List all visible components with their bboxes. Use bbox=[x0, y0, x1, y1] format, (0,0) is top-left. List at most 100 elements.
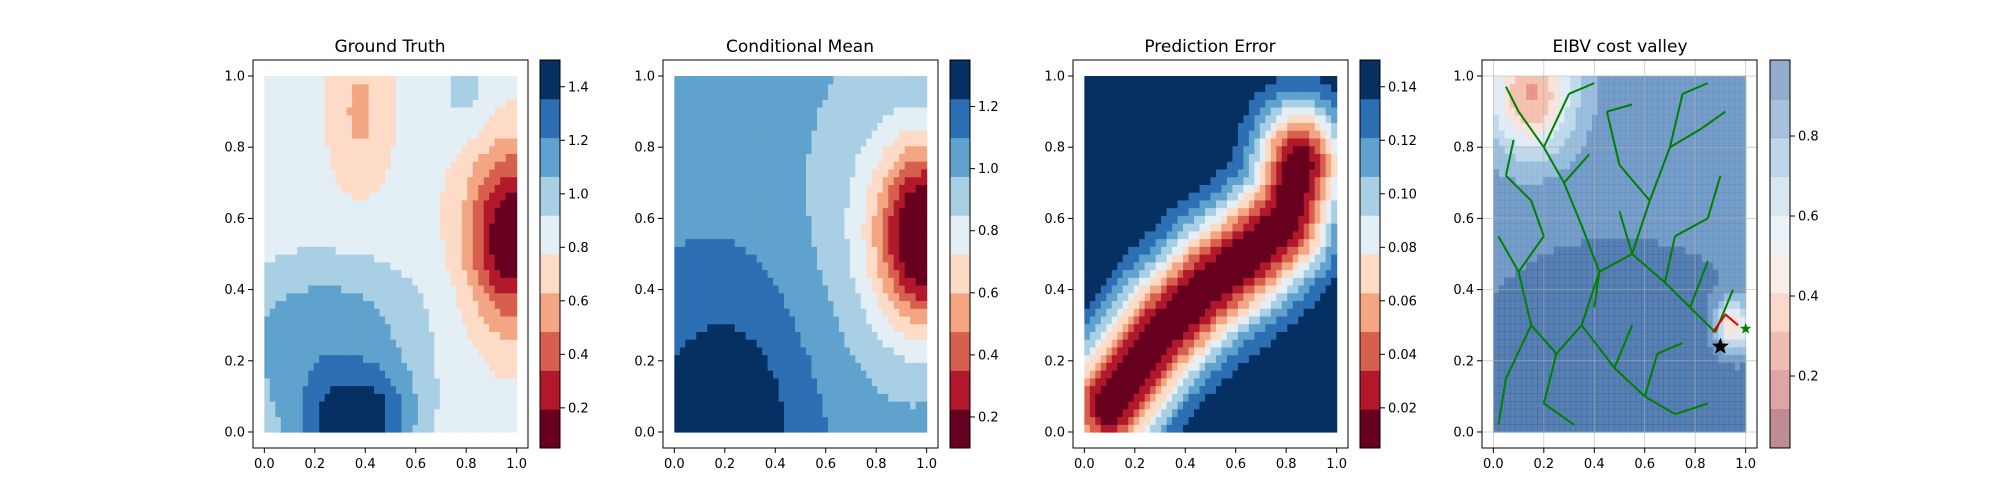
heatmap-cell bbox=[505, 145, 512, 154]
conditional-mean-panel: Conditional Mean 0.0 0.2 0.4 0.6 0.8 1.00.00.… bbox=[634, 37, 998, 472]
heatmap-cell bbox=[784, 137, 791, 147]
heatmap-cell bbox=[734, 277, 741, 286]
heatmap-cell bbox=[341, 192, 348, 201]
heatmap-cell bbox=[921, 230, 928, 240]
heatmap-cell bbox=[756, 91, 763, 100]
heatmap-cell bbox=[1122, 408, 1129, 418]
heatmap-cell bbox=[718, 269, 725, 278]
heatmap-cell bbox=[308, 223, 315, 232]
heatmap-cell bbox=[1089, 362, 1096, 371]
heatmap-cell bbox=[1150, 207, 1157, 216]
heatmap-cell bbox=[915, 137, 922, 147]
heatmap-cell bbox=[412, 223, 419, 232]
heatmap-cell bbox=[795, 83, 802, 93]
heatmap-cell bbox=[439, 207, 446, 216]
heatmap-cell bbox=[264, 246, 271, 255]
heatmap-cell bbox=[346, 416, 353, 425]
heatmap-cell bbox=[767, 99, 774, 108]
heatmap-cell bbox=[489, 284, 496, 294]
heatmap-cell bbox=[696, 99, 703, 108]
heatmap-cell bbox=[275, 106, 282, 116]
heatmap-cell bbox=[1106, 161, 1113, 170]
heatmap-cell bbox=[745, 323, 752, 332]
heatmap-cell bbox=[456, 254, 463, 263]
heatmap-cell bbox=[893, 354, 900, 363]
heatmap-cell bbox=[511, 308, 518, 317]
heatmap-cell bbox=[734, 315, 741, 325]
heatmap-cell bbox=[363, 292, 370, 302]
heatmap-cell bbox=[374, 277, 381, 286]
heatmap-cell bbox=[1100, 192, 1107, 201]
heatmap-cell bbox=[269, 91, 276, 100]
heatmap-cell bbox=[439, 377, 446, 387]
heatmap-cell bbox=[269, 254, 276, 263]
heatmap-cell bbox=[888, 269, 895, 278]
heatmap-cell bbox=[346, 370, 353, 379]
heatmap-cell bbox=[696, 145, 703, 154]
heatmap-cell bbox=[374, 323, 381, 332]
heatmap-cell bbox=[335, 331, 342, 340]
heatmap-cell bbox=[368, 76, 375, 85]
heatmap-cell bbox=[1095, 300, 1102, 309]
heatmap-cell bbox=[401, 192, 408, 201]
heatmap-cell bbox=[811, 130, 818, 139]
heatmap-cell bbox=[302, 145, 309, 154]
heatmap-cell bbox=[297, 408, 304, 418]
heatmap-cell bbox=[412, 199, 419, 209]
heatmap-cell bbox=[1089, 308, 1096, 317]
heatmap-cell bbox=[1106, 122, 1113, 131]
heatmap-cell bbox=[866, 261, 873, 271]
heatmap-cell bbox=[910, 424, 917, 433]
heatmap-cell bbox=[368, 176, 375, 185]
heatmap-cell bbox=[341, 145, 348, 154]
heatmap-cell bbox=[406, 315, 414, 325]
heatmap-cell bbox=[729, 362, 736, 371]
heatmap-cell bbox=[456, 331, 463, 340]
heatmap-cell bbox=[439, 346, 446, 356]
heatmap-cell bbox=[795, 362, 802, 371]
heatmap-cell bbox=[751, 339, 758, 348]
heatmap-cell bbox=[910, 184, 917, 193]
heatmap-cell bbox=[401, 99, 408, 108]
heatmap-cell bbox=[1161, 393, 1168, 402]
heatmap-cell bbox=[888, 385, 895, 394]
heatmap-cell bbox=[685, 230, 692, 240]
colorbar-segment bbox=[950, 176, 970, 216]
heatmap-cell bbox=[734, 292, 741, 302]
heatmap-cell bbox=[1133, 199, 1140, 209]
heatmap-cell bbox=[1155, 292, 1162, 302]
heatmap-cell bbox=[827, 339, 834, 348]
heatmap-cell bbox=[390, 346, 397, 356]
heatmap-cell bbox=[729, 106, 736, 116]
heatmap-cell bbox=[275, 137, 282, 147]
heatmap-cell bbox=[269, 192, 276, 201]
heatmap-cell bbox=[423, 215, 430, 224]
heatmap-cell bbox=[395, 385, 403, 394]
heatmap-cell bbox=[734, 161, 741, 170]
heatmap-cell bbox=[696, 261, 703, 271]
heatmap-cell bbox=[1095, 331, 1102, 340]
heatmap-cell bbox=[1089, 122, 1096, 131]
heatmap-cell bbox=[341, 269, 348, 278]
heatmap-cell bbox=[882, 199, 889, 209]
heatmap-cell bbox=[712, 284, 719, 294]
heatmap-cell bbox=[860, 223, 867, 232]
heatmap-cell bbox=[718, 184, 725, 193]
heatmap-cell bbox=[784, 300, 791, 309]
heatmap-cell bbox=[1133, 207, 1140, 216]
heatmap-cell bbox=[674, 370, 681, 379]
heatmap-cell bbox=[1133, 176, 1140, 185]
heatmap-cell bbox=[352, 137, 359, 147]
heatmap-cell bbox=[707, 246, 714, 255]
heatmap-cell bbox=[1100, 161, 1107, 170]
colorbar-tick-label: 0.2 bbox=[568, 401, 589, 416]
heatmap-cell bbox=[882, 246, 889, 255]
heatmap-cell bbox=[915, 416, 922, 425]
heatmap-cell bbox=[685, 401, 692, 410]
heatmap-cell bbox=[434, 184, 441, 193]
heatmap-cell bbox=[346, 223, 353, 232]
heatmap-cell bbox=[899, 207, 906, 216]
heatmap-cell bbox=[395, 114, 403, 124]
heatmap-cell bbox=[1155, 408, 1162, 418]
heatmap-cell bbox=[423, 300, 430, 309]
